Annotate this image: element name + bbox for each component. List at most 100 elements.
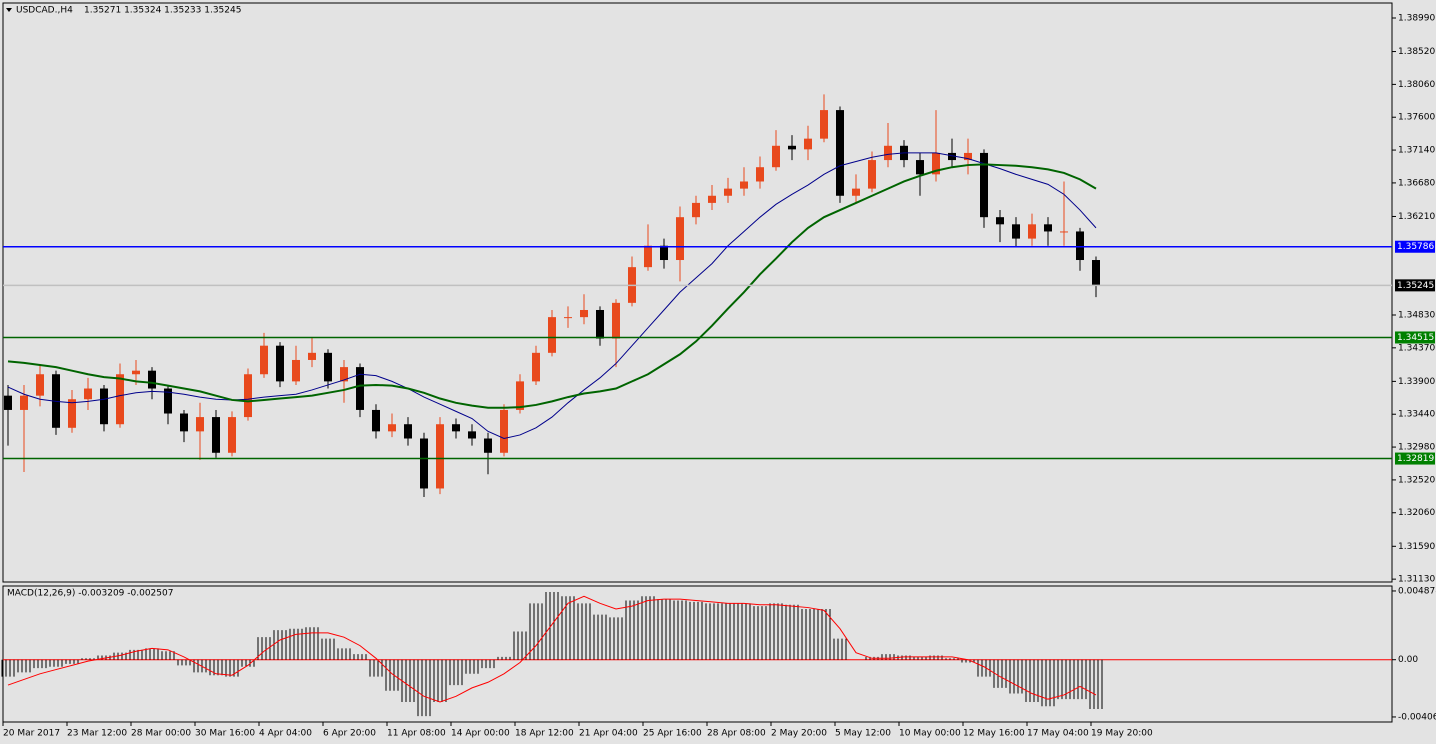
candle-body (276, 345, 284, 382)
price-label-box (1395, 452, 1435, 465)
candle-body (228, 417, 236, 453)
candle-body (580, 309, 588, 318)
x-tick-label: 19 May 20:00 (1091, 729, 1153, 739)
x-tick-label: 20 Mar 2017 (3, 729, 60, 739)
candle-body (644, 245, 652, 268)
price-label-box (1395, 331, 1435, 344)
price-panel (2, 2, 1393, 583)
y-tick-label: 1.38060 (1398, 80, 1435, 90)
candle-body (756, 167, 764, 182)
x-tick-label: 23 Mar 12:00 (67, 729, 127, 739)
price-label-box (1395, 279, 1435, 292)
price-label: 1.35245 (1397, 281, 1434, 291)
candle-body (532, 352, 540, 382)
x-tick-label: 4 Apr 04:00 (259, 729, 312, 739)
y-tick-label: 1.31590 (1398, 542, 1435, 552)
y-tick-label: 1.36210 (1398, 212, 1435, 222)
candle-body (68, 399, 76, 428)
candle-body (4, 395, 12, 410)
candle-body (36, 374, 44, 396)
y-tick-label: 1.37600 (1398, 113, 1435, 123)
candle-body (692, 202, 700, 218)
candle-body (196, 417, 204, 432)
x-tick-label: 11 Apr 08:00 (387, 729, 446, 739)
candle-body (20, 395, 28, 410)
candle-body (676, 217, 684, 261)
x-tick-label: 21 Apr 04:00 (579, 729, 638, 739)
candle-body (244, 374, 252, 418)
candle-body (404, 424, 412, 439)
candle-body (484, 438, 492, 453)
y-tick-label: 0.004878 (1398, 586, 1436, 596)
candle-body (164, 388, 172, 414)
x-tick-label: 14 Apr 00:00 (451, 729, 510, 739)
candle-body (724, 188, 732, 196)
x-tick-label: 5 May 12:00 (835, 729, 891, 739)
candle-body (740, 181, 748, 189)
candle-body (836, 110, 844, 196)
candle-body (964, 152, 972, 161)
y-tick-label: 1.31130 (1398, 575, 1435, 585)
x-tick-label: 10 May 00:00 (899, 729, 961, 739)
candle-body (84, 388, 92, 400)
candle-body (436, 424, 444, 489)
price-label: 1.34515 (1397, 333, 1434, 343)
y-tick-label: 0.00 (1398, 655, 1418, 665)
candle-body (820, 110, 828, 139)
candle-body (772, 145, 780, 168)
y-tick-label: 1.33440 (1398, 410, 1435, 420)
candle-body (1012, 224, 1020, 239)
candle-body (180, 413, 188, 432)
candle-body (788, 145, 796, 150)
y-tick-label: 1.38990 (1398, 13, 1435, 23)
candle-body (916, 160, 924, 175)
signal-line (7, 595, 1097, 703)
candle-body (452, 424, 460, 432)
x-tick-label: 18 Apr 12:00 (515, 729, 574, 739)
price-label: 1.32819 (1397, 454, 1434, 464)
candle-body (884, 145, 892, 161)
y-tick-label: 1.34370 (1398, 343, 1435, 353)
candle-body (324, 352, 332, 382)
candle-body (1028, 224, 1036, 239)
candle-body (660, 245, 668, 261)
candle-body (1076, 231, 1084, 261)
candle-body (260, 345, 268, 375)
y-tick-label: 1.32520 (1398, 475, 1435, 485)
x-tick-label: 25 Apr 16:00 (643, 729, 702, 739)
candle-body (212, 417, 220, 453)
candle-body (932, 152, 940, 175)
candle-body (948, 152, 956, 161)
candle-body (612, 302, 620, 339)
macd-title: MACD(12,26,9) -0.003209 -0.002507 (7, 589, 173, 599)
candle-body (420, 438, 428, 489)
moving-average (7, 152, 1097, 440)
candle-body (100, 388, 108, 425)
x-tick-label: 2 May 20:00 (771, 729, 827, 739)
candle-body (596, 309, 604, 339)
x-tick-label: 12 May 16:00 (963, 729, 1025, 739)
candle-body (372, 409, 380, 432)
chart-subtitle: 1.35271 1.35324 1.35233 1.35245 (84, 6, 241, 16)
candle-body (852, 188, 860, 196)
price-label: 1.35786 (1397, 242, 1434, 252)
dropdown-icon[interactable] (6, 8, 12, 12)
y-tick-label: 1.34830 (1398, 310, 1435, 320)
candle-body (116, 374, 124, 425)
chart-title: USDCAD.,H4 (16, 6, 73, 16)
x-tick-label: 6 Apr 20:00 (323, 729, 376, 739)
candle-body (516, 381, 524, 410)
candle-body (1044, 224, 1052, 232)
candle-body (868, 160, 876, 189)
candle-body (564, 317, 572, 319)
y-tick-label: 1.37140 (1398, 146, 1435, 156)
candle-body (356, 367, 364, 410)
candle-body (148, 370, 156, 389)
y-tick-label: 1.38520 (1398, 47, 1435, 57)
candle-body (468, 431, 476, 439)
moving-average (7, 163, 1097, 409)
x-tick-label: 30 Mar 16:00 (195, 729, 255, 739)
y-tick-label: 1.36680 (1398, 178, 1435, 188)
